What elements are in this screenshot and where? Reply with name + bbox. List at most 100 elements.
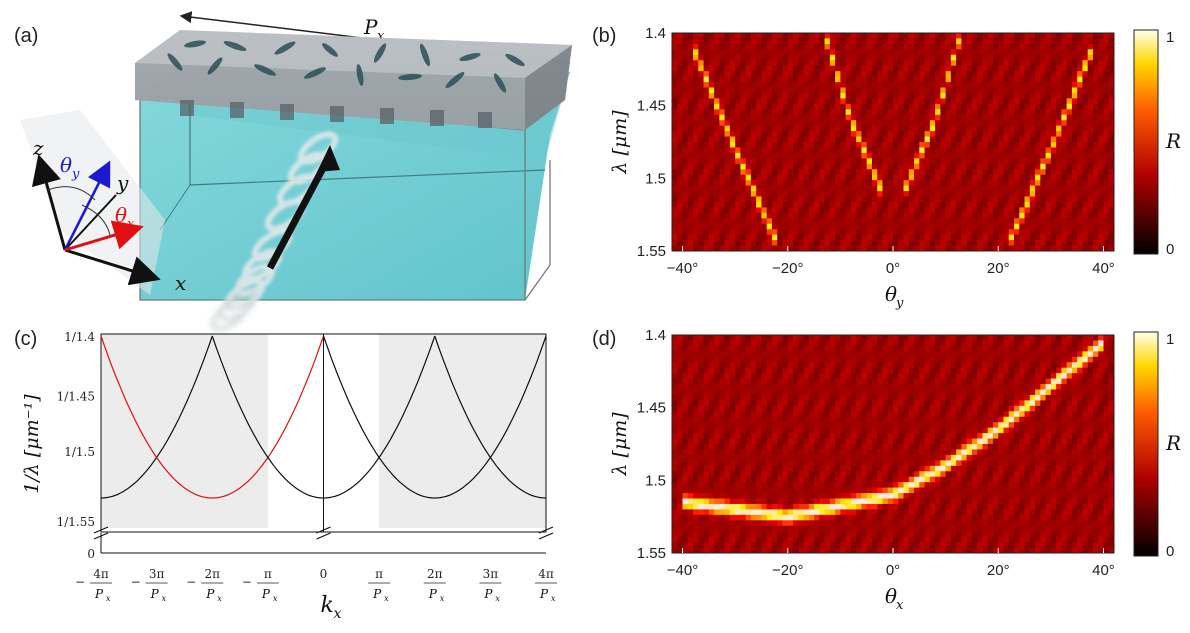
heatmap-cell xyxy=(703,109,710,116)
heatmap-cell xyxy=(961,33,968,39)
heatmap-cell xyxy=(814,71,820,78)
heatmap-cell xyxy=(1087,152,1094,159)
heatmap-cell xyxy=(819,65,826,72)
heatmap-cell xyxy=(777,223,783,230)
heatmap-cell xyxy=(1108,136,1115,143)
heatmap-cell xyxy=(940,82,947,88)
heatmap-cell xyxy=(1077,109,1083,116)
heatmap-cell xyxy=(803,71,810,78)
heatmap-cell xyxy=(961,65,968,72)
heatmap-cell xyxy=(761,525,768,532)
heatmap-cell xyxy=(824,482,831,489)
heatmap-cell xyxy=(893,120,899,127)
heatmap-cell xyxy=(771,394,778,401)
heatmap-cell xyxy=(814,180,820,187)
heatmap-cell xyxy=(1014,60,1020,67)
heatmap-cell xyxy=(761,373,768,380)
heatmap-cell xyxy=(871,163,878,170)
heatmap-cell xyxy=(750,191,757,197)
heatmap-cell xyxy=(1045,152,1052,159)
heatmap-cell xyxy=(745,503,752,510)
heatmap-cell xyxy=(877,142,883,148)
heatmap-cell xyxy=(908,223,915,230)
heatmap-cell xyxy=(987,223,994,230)
heatmap-cell xyxy=(803,142,810,148)
heatmap-cell xyxy=(1003,180,1010,187)
heatmap-cell xyxy=(682,373,689,380)
heatmap-cell xyxy=(824,185,831,192)
heatmap-cell xyxy=(714,218,720,225)
heatmap-cell xyxy=(977,180,983,187)
heatmap-cell xyxy=(798,49,805,56)
heatmap-cell xyxy=(782,207,789,214)
heatmap-cell xyxy=(829,351,836,358)
heatmap-cell xyxy=(1108,147,1115,154)
heatmap-cell xyxy=(992,38,999,45)
heatmap-cell xyxy=(824,240,831,247)
heatmap-cell xyxy=(835,82,841,88)
heatmap-cell xyxy=(856,103,862,110)
heatmap-cell xyxy=(829,201,836,208)
heatmap-cell xyxy=(871,98,878,105)
heatmap-cell xyxy=(987,185,994,192)
heatmap-cell xyxy=(950,185,957,192)
heatmap-cell xyxy=(761,191,768,197)
heatmap-cell xyxy=(1108,125,1115,132)
heatmap-cell xyxy=(871,142,878,148)
heatmap-cell xyxy=(714,514,720,521)
heatmap-cell xyxy=(1098,76,1104,83)
heatmap-cell xyxy=(798,384,805,390)
heatmap-cell xyxy=(914,245,920,252)
heatmap-cell xyxy=(735,43,741,50)
heatmap-cell xyxy=(1056,114,1062,121)
heatmap-cell xyxy=(1003,76,1010,83)
heatmap-cell xyxy=(793,180,799,187)
heatmap-cell xyxy=(766,362,773,369)
heatmap-cell xyxy=(729,229,736,236)
heatmap-cell xyxy=(756,87,762,94)
heatmap-cell xyxy=(771,362,778,369)
heatmap-cell xyxy=(840,54,847,61)
heatmap-cell xyxy=(777,120,783,127)
heatmap-cell xyxy=(977,196,983,203)
heatmap-cell xyxy=(1108,87,1115,94)
heatmap-cell xyxy=(756,509,762,516)
heatmap-cell xyxy=(777,169,783,176)
heatmap-cell xyxy=(961,76,968,83)
heatmap-cell xyxy=(724,514,731,521)
heatmap-cell xyxy=(740,531,747,538)
heatmap-cell xyxy=(835,444,841,450)
heatmap-cell xyxy=(693,405,699,412)
heatmap-cell xyxy=(1045,38,1052,45)
heatmap-cell xyxy=(987,98,994,105)
heatmap-cell xyxy=(1092,82,1099,88)
heatmap-cell xyxy=(824,196,831,203)
heatmap-cell xyxy=(693,185,699,192)
heatmap-cell xyxy=(771,340,778,347)
heatmap-cell xyxy=(793,212,799,219)
heatmap-cell xyxy=(735,33,741,39)
heatmap-cell xyxy=(703,373,710,380)
heatmap-cell xyxy=(787,114,794,121)
heatmap-cell xyxy=(798,503,805,510)
heatmap-cell xyxy=(987,87,994,94)
heatmap-cell xyxy=(850,234,857,241)
heatmap-cell xyxy=(1040,76,1047,83)
heatmap-cell xyxy=(1098,163,1104,170)
heatmap-cell xyxy=(871,218,878,225)
heatmap-cell xyxy=(714,43,720,50)
heatmap-cell xyxy=(782,163,789,170)
heatmap-cell xyxy=(714,147,720,154)
heatmap-cell xyxy=(893,65,899,72)
heatmap-cell xyxy=(866,362,873,369)
heatmap-cell xyxy=(687,103,694,110)
x-tick-sign: − xyxy=(131,575,141,589)
heatmap-cell xyxy=(787,471,794,478)
heatmap-cell xyxy=(740,240,747,247)
heatmap-cell xyxy=(777,49,783,56)
heatmap-cell xyxy=(819,416,826,423)
heatmap-cell xyxy=(682,33,689,39)
heatmap-cell xyxy=(1003,201,1010,208)
heatmap-cell xyxy=(893,201,899,208)
heatmap-cell xyxy=(735,180,741,187)
